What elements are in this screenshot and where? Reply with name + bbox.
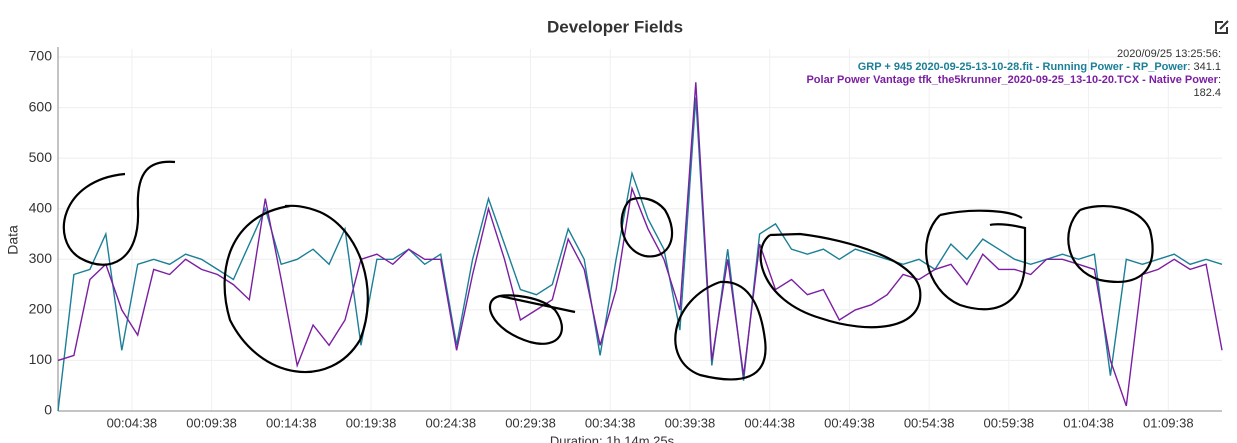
- y-tick-label: 500: [29, 149, 53, 165]
- tooltip-time: 2020/09/25 13:25:56:: [1117, 48, 1221, 60]
- x-tick-label: 00:44:38: [744, 415, 795, 430]
- annotations: [62, 160, 1154, 381]
- tooltip-series-name: GRP + 945 2020-09-25-13-10-28.fit - Runn…: [857, 61, 1188, 73]
- x-tick-label: 00:49:38: [824, 415, 875, 430]
- series-line: [57, 82, 1223, 407]
- tooltip-row: Polar Power Vantage tfk_the5krunner_2020…: [806, 74, 1221, 99]
- x-tick-label: 00:09:38: [186, 415, 237, 430]
- x-tick-label: 00:19:38: [346, 415, 397, 430]
- hand-circle: [759, 232, 922, 329]
- tooltip-row: GRP + 945 2020-09-25-13-10-28.fit - Runn…: [857, 61, 1221, 73]
- edit-pen: [1219, 20, 1229, 30]
- x-tick-label: 00:39:38: [665, 415, 716, 430]
- x-tick-label: 00:24:38: [425, 415, 476, 430]
- tooltip-series-name: Polar Power Vantage tfk_the5krunner_2020…: [806, 74, 1218, 86]
- hand-circle: [489, 294, 576, 345]
- hand-circle: [223, 204, 369, 373]
- y-tick-label: 300: [29, 250, 53, 266]
- chart-title: Developer Fields: [547, 17, 683, 36]
- hand-circle: [925, 209, 1027, 311]
- x-tick-label: 01:04:38: [1063, 415, 1114, 430]
- x-tick-label: 00:34:38: [585, 415, 636, 430]
- series-line: [57, 97, 1223, 412]
- y-tick-label: 400: [29, 199, 53, 215]
- y-tick-label: 200: [29, 301, 53, 317]
- x-tick-label: 00:14:38: [266, 415, 317, 430]
- tooltip: 2020/09/25 13:25:56: GRP + 945 2020-09-2…: [791, 48, 1221, 100]
- hand-circle: [1067, 204, 1154, 283]
- y-tick-label: 700: [29, 48, 53, 64]
- hand-circle: [674, 280, 767, 381]
- edit-icon[interactable]: [1215, 20, 1229, 34]
- hand-circle: [62, 160, 176, 266]
- hand-circle: [620, 197, 674, 258]
- y-tick-label: 100: [29, 351, 53, 367]
- x-tick-label: 00:04:38: [107, 415, 158, 430]
- y-axis-label: Data: [5, 225, 21, 255]
- x-axis-label: Duration: 1h 14m 25s: [550, 433, 675, 443]
- x-tick-label: 01:09:38: [1143, 415, 1194, 430]
- y-tick-label: 600: [29, 98, 53, 114]
- plot-area: 0 100 200 300 400 500 600 700 00:04:38 00:09:38 00…: [29, 47, 1223, 430]
- tooltip-value: 182.4: [1193, 87, 1221, 99]
- tooltip-value: 341.1: [1193, 61, 1221, 73]
- y-tick-label: 0: [44, 402, 52, 418]
- x-tick-label: 00:54:38: [904, 415, 955, 430]
- edit-box: [1215, 21, 1228, 34]
- x-tick-label: 00:59:38: [984, 415, 1035, 430]
- x-tick-label: 00:29:38: [505, 415, 556, 430]
